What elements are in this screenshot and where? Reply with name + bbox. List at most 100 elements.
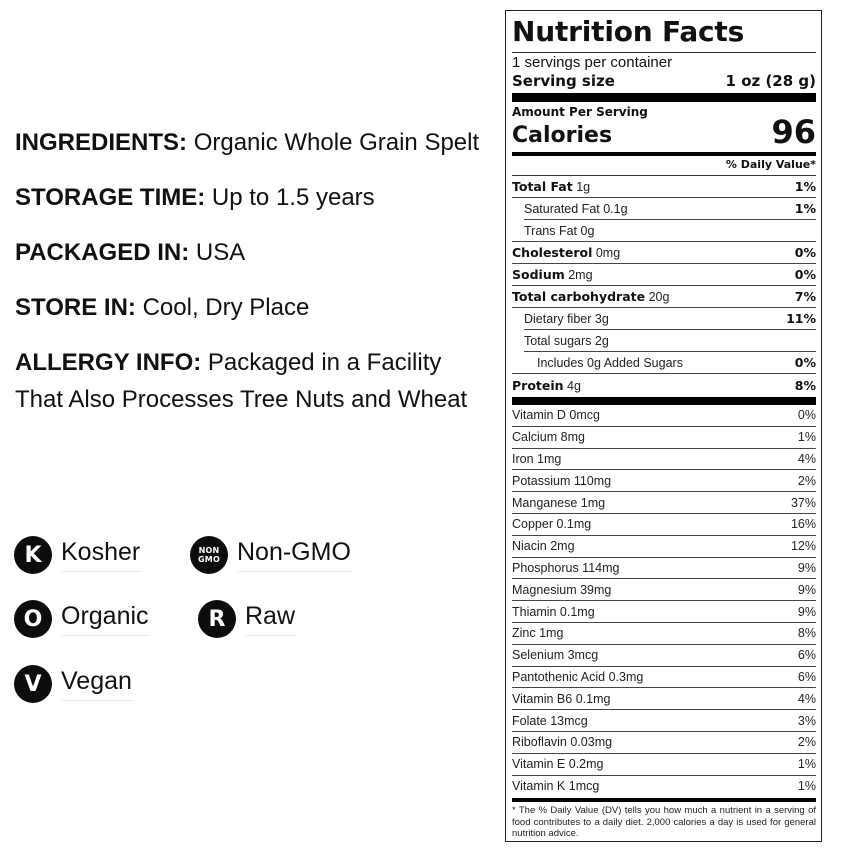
micronutrient-name: Manganese 1mg xyxy=(512,495,606,510)
nutrition-facts-label: Nutrition Facts 1 servings per container… xyxy=(505,10,822,842)
micronutrient-row: Selenium 3mcg 6% xyxy=(512,645,816,667)
packaged-in-line: PACKAGED IN: USA xyxy=(15,234,490,271)
micronutrient-row: Vitamin E 0.2mg 1% xyxy=(512,754,816,776)
micronutrient-dv: 12% xyxy=(790,539,816,554)
micronutrient-dv: 1% xyxy=(797,430,816,445)
micronutrient-name: Niacin 2mg xyxy=(512,539,575,554)
micronutrient-dv: 16% xyxy=(790,517,816,532)
badge-label: Kosher xyxy=(61,538,141,572)
micronutrient-dv: 6% xyxy=(797,669,816,684)
micronutrient-name: Copper 0.1mg xyxy=(512,517,592,532)
serving-size-value: 1 oz (28 g) xyxy=(725,72,816,90)
micronutrient-row: Iron 1mg 4% xyxy=(512,449,816,471)
micronutrient-row: Riboflavin 0.03mg 2% xyxy=(512,732,816,754)
micronutrient-row: Folate 13mcg 3% xyxy=(512,710,816,732)
micronutrient-row: Potassium 110mg 2% xyxy=(512,470,816,493)
nutrient-row-cholesterol: Cholesterol 0mg 0% xyxy=(512,242,816,264)
micronutrient-row: Niacin 2mg 12% xyxy=(512,536,816,558)
divider-medium xyxy=(512,152,816,156)
micronutrient-row: Vitamin K 1mcg 1% xyxy=(512,776,816,798)
divider-thick xyxy=(512,93,816,102)
raw-icon: R xyxy=(198,600,236,638)
micronutrient-dv: 9% xyxy=(797,604,816,619)
micronutrient-row: Phosphorus 114mg 9% xyxy=(512,558,816,580)
badge-vegan: V Vegan xyxy=(14,663,132,705)
nutrient-row-total-fat: Total Fat 1g 1% xyxy=(512,176,816,198)
micronutrient-name: Potassium 110mg xyxy=(512,473,612,488)
store-in-label: STORE IN: xyxy=(15,294,136,321)
store-in-line: STORE IN: Cool, Dry Place xyxy=(15,289,490,326)
micronutrient-name: Riboflavin 0.03mg xyxy=(512,735,613,750)
micronutrient-dv: 2% xyxy=(797,735,816,750)
nutrient-row-added-sugars: Includes 0g Added Sugars 0% xyxy=(512,352,816,374)
non-gmo-icon: NON GMO xyxy=(190,536,228,574)
micronutrient-row: Zinc 1mg 8% xyxy=(512,623,816,645)
badge-label: Vegan xyxy=(61,667,132,701)
vegan-icon: V xyxy=(14,665,52,703)
divider-thick xyxy=(512,397,816,405)
nutrient-row-total-sugars: Total sugars 2g xyxy=(524,330,816,352)
micronutrient-dv: 0% xyxy=(797,408,816,423)
micronutrient-row: Calcium 8mg 1% xyxy=(512,427,816,449)
badge-label: Organic xyxy=(61,602,149,636)
micronutrient-name: Thiamin 0.1mg xyxy=(512,604,595,619)
micronutrient-row: Manganese 1mg 37% xyxy=(512,492,816,514)
nutrient-row-protein: Protein 4g 8% xyxy=(512,377,816,393)
store-in-value: Cool, Dry Place xyxy=(142,294,310,321)
storage-time-value: Up to 1.5 years xyxy=(211,184,375,211)
micronutrient-name: Vitamin D 0mcg xyxy=(512,408,600,423)
nutrition-facts-title: Nutrition Facts xyxy=(512,15,816,53)
micronutrient-dv: 3% xyxy=(797,713,816,728)
allergy-info-label: ALLERGY INFO: xyxy=(15,349,202,376)
kosher-icon: K xyxy=(14,536,52,574)
micronutrient-row: Vitamin D 0mcg 0% xyxy=(512,405,816,427)
micronutrient-name: Folate 13mcg xyxy=(512,713,588,728)
serving-size-row: Serving size 1 oz (28 g) xyxy=(512,72,816,90)
micronutrient-dv: 9% xyxy=(797,582,816,597)
ingredients-value: Organic Whole Grain Spelt xyxy=(193,129,480,156)
amount-per-serving: Amount Per Serving xyxy=(512,105,648,119)
calories-row: Calories 96 xyxy=(512,115,816,149)
micronutrient-row: Vitamin B6 0.1mg 4% xyxy=(512,688,816,711)
micronutrient-row: Copper 0.1mg 16% xyxy=(512,514,816,536)
ingredients-line: INGREDIENTS: Organic Whole Grain Spelt xyxy=(15,124,490,161)
micronutrient-dv: 2% xyxy=(797,473,816,488)
micronutrient-dv: 1% xyxy=(797,757,816,772)
allergy-info-line: ALLERGY INFO: Packaged in a Facility Tha… xyxy=(15,344,490,418)
daily-value-header: % Daily Value* xyxy=(512,156,816,176)
storage-time-label: STORAGE TIME: xyxy=(15,184,206,211)
product-info: INGREDIENTS: Organic Whole Grain Spelt S… xyxy=(15,124,490,418)
micronutrient-name: Iron 1mg xyxy=(512,451,562,466)
vitamins-minerals-list: Vitamin D 0mcg 0% Calcium 8mg 1% Iron 1mg 4% P… xyxy=(512,405,816,797)
nutrient-row-trans-fat: Trans Fat 0g xyxy=(512,220,816,242)
micronutrient-dv: 6% xyxy=(797,648,816,663)
micronutrient-name: Vitamin B6 0.1mg xyxy=(512,691,611,706)
calories-label: Calories xyxy=(512,123,613,148)
badge-label: Non-GMO xyxy=(237,538,351,572)
nutrient-row-dietary-fiber: Dietary fiber 3g 11% xyxy=(524,308,816,330)
badge-non-gmo: NON GMO Non-GMO xyxy=(190,534,351,576)
servings-per-container: 1 servings per container xyxy=(512,54,673,71)
micronutrient-name: Phosphorus 114mg xyxy=(512,560,620,575)
packaged-in-value: USA xyxy=(195,239,246,266)
serving-size-label: Serving size xyxy=(512,72,615,90)
micronutrient-dv: 4% xyxy=(797,691,816,706)
micronutrient-name: Pantothenic Acid 0.3mg xyxy=(512,669,644,684)
allergy-info-value: Packaged in a Facility That Also Process… xyxy=(15,349,468,413)
micronutrient-name: Vitamin K 1mcg xyxy=(512,779,600,794)
micronutrient-dv: 37% xyxy=(790,495,816,510)
badge-organic: O Organic xyxy=(14,598,149,640)
nutrient-row-saturated-fat: Saturated Fat 0.1g 1% xyxy=(524,198,816,220)
badge-kosher: K Kosher xyxy=(14,534,141,576)
daily-value-footnote: * The % Daily Value (DV) tells you how m… xyxy=(512,805,816,840)
micronutrient-name: Magnesium 39mg xyxy=(512,582,612,597)
micronutrient-row: Magnesium 39mg 9% xyxy=(512,579,816,602)
micronutrient-name: Calcium 8mg xyxy=(512,430,585,445)
badge-raw: R Raw xyxy=(198,598,296,640)
micronutrient-row: Pantothenic Acid 0.3mg 6% xyxy=(512,667,816,689)
divider-medium xyxy=(512,798,816,803)
micronutrient-dv: 4% xyxy=(797,451,816,466)
micronutrient-row: Thiamin 0.1mg 9% xyxy=(512,601,816,623)
micronutrient-dv: 1% xyxy=(797,779,816,794)
storage-time-line: STORAGE TIME: Up to 1.5 years xyxy=(15,179,490,216)
